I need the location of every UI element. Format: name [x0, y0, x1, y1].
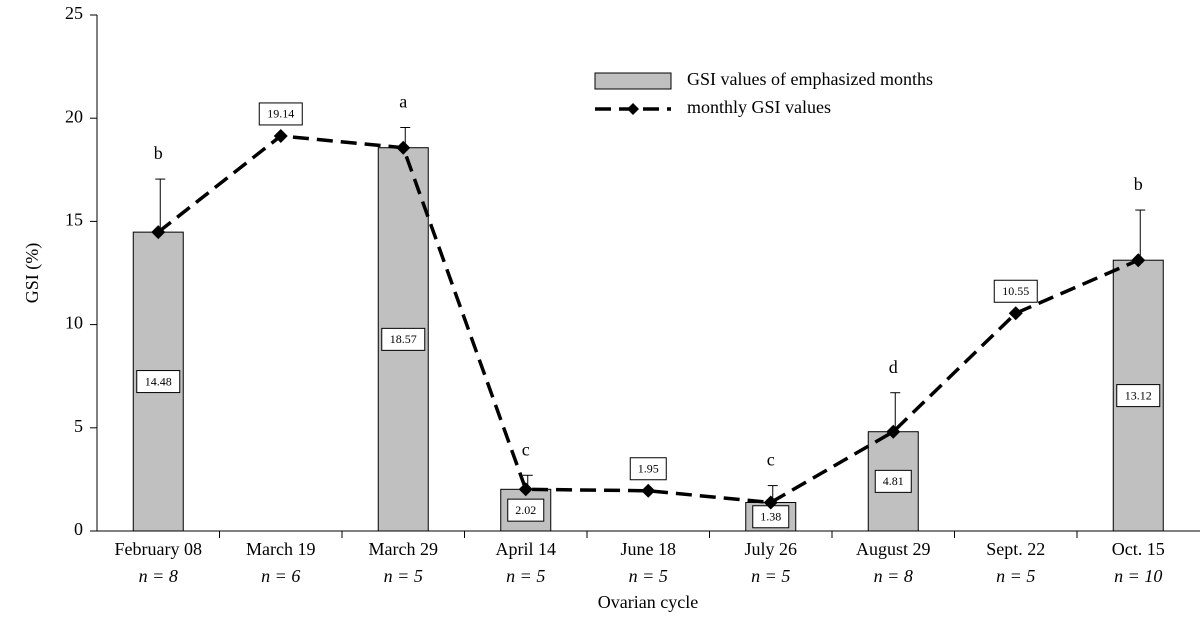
sample-size: n = 5 [751, 566, 790, 586]
x-axis-title: Ovarian cycle [598, 592, 698, 612]
line-marker [273, 128, 288, 143]
bar-value-label: 2.02 [515, 503, 536, 517]
line-value-label-box [629, 457, 667, 481]
bar-value-label: 1.38 [760, 510, 781, 524]
y-tick-label: 0 [74, 519, 83, 539]
line-value-label: 10.55 [1002, 284, 1029, 298]
sample-size: n = 10 [1114, 566, 1162, 586]
bar-value-label-box [874, 469, 912, 493]
x-tick-label: August 29 [856, 539, 931, 559]
x-tick-label: February 08 [115, 539, 202, 559]
legend-marker [627, 103, 639, 115]
x-tick-label: March 29 [369, 539, 438, 559]
significance-letter: b [1134, 174, 1143, 194]
sample-size: n = 6 [261, 566, 300, 586]
y-tick-label: 20 [65, 106, 83, 126]
line-value-label: 1.95 [638, 462, 659, 476]
y-tick-label: 10 [65, 313, 83, 333]
x-tick-label: July 26 [744, 539, 797, 559]
x-tick-label: April 14 [496, 539, 557, 559]
x-tick-label: June 18 [621, 539, 677, 559]
significance-letter: b [154, 143, 163, 163]
line [157, 134, 1139, 505]
sample-size: n = 8 [139, 566, 178, 586]
y-tick-label: 25 [65, 3, 83, 23]
legend-label: GSI values of emphasized months [687, 69, 933, 89]
bar-value-label: 13.12 [1125, 388, 1152, 402]
sample-size: n = 8 [874, 566, 913, 586]
bar-value-label: 18.57 [390, 332, 417, 346]
bar-value-label: 4.81 [883, 474, 904, 488]
bar-value-label: 14.48 [145, 374, 172, 388]
line-marker [763, 495, 778, 510]
legend-label: monthly GSI values [687, 97, 831, 117]
sample-size: n = 5 [996, 566, 1035, 586]
bar-value-label-box [507, 498, 545, 522]
significance-letter: d [889, 357, 898, 377]
line-value-label-box [258, 102, 303, 126]
line-marker [396, 140, 411, 155]
line-marker [1008, 306, 1023, 321]
line-value-label: 19.14 [267, 107, 294, 121]
legend-swatch [594, 72, 672, 90]
sample-size: n = 5 [506, 566, 545, 586]
sample-size: n = 5 [384, 566, 423, 586]
bar-value-label-box [1116, 384, 1161, 408]
x-tick-label: March 19 [246, 539, 315, 559]
line-value-label-box [993, 279, 1038, 303]
sample-size: n = 5 [629, 566, 668, 586]
significance-letter: c [522, 439, 530, 459]
line-marker [518, 482, 533, 497]
bar-value-label-box [136, 370, 181, 394]
y-axis-title: GSI (%) [22, 243, 43, 304]
line-marker [1131, 253, 1146, 268]
y-tick-label: 15 [65, 210, 83, 230]
significance-letter: a [399, 92, 407, 112]
x-tick-label: Sept. 22 [986, 539, 1045, 559]
line-marker [151, 225, 166, 240]
line-marker [641, 483, 656, 498]
line-marker [886, 424, 901, 439]
x-tick-label: Oct. 15 [1112, 539, 1165, 559]
y-tick-label: 5 [74, 416, 83, 436]
significance-letter: c [767, 450, 775, 470]
bar-value-label-box [381, 327, 426, 351]
